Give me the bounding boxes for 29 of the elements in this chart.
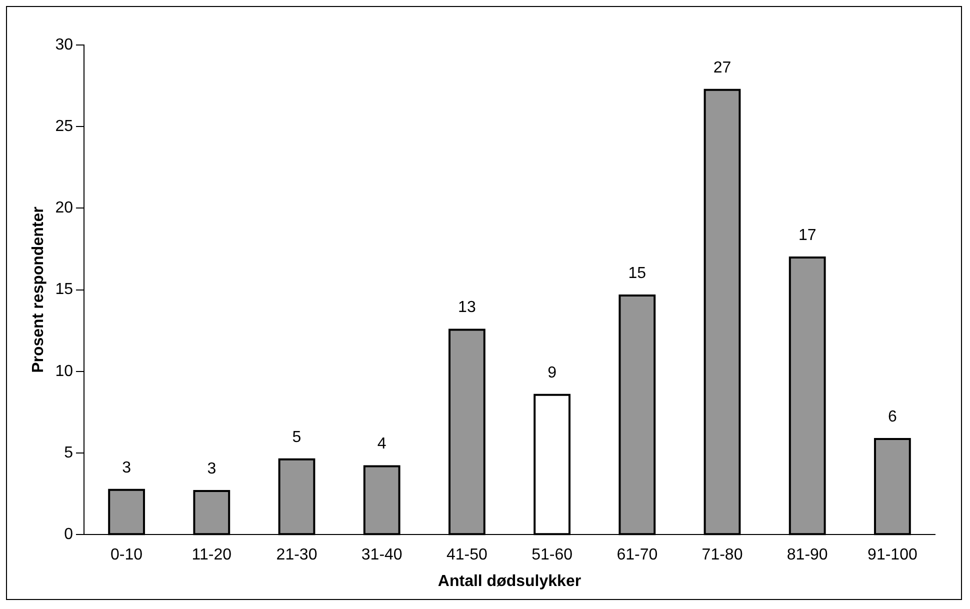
data-label: 6 xyxy=(888,408,897,426)
x-tick-label: 71-80 xyxy=(702,546,743,564)
data-label: 5 xyxy=(292,428,302,446)
y-tick-label: 10 xyxy=(55,362,74,380)
data-label: 27 xyxy=(713,59,732,76)
y-tick-label: 20 xyxy=(55,200,74,217)
data-label: 4 xyxy=(377,436,386,453)
x-tick-label: 21-30 xyxy=(276,546,318,564)
y-tick-label: 25 xyxy=(55,118,74,136)
x-axis-title: Antall dødsulykker xyxy=(438,572,582,590)
x-tick-label: 51-60 xyxy=(532,546,573,564)
x-tick-label: 41-50 xyxy=(446,546,488,564)
y-axis-title: Prosent respondenter xyxy=(30,206,48,373)
y-tick-label: 0 xyxy=(64,526,74,544)
x-tick-label: 81-90 xyxy=(786,546,828,564)
x-tick-label: 61-70 xyxy=(616,546,658,564)
y-tick-label: 30 xyxy=(55,36,74,54)
data-label: 15 xyxy=(628,264,646,282)
x-tick-label: 31-40 xyxy=(361,546,402,564)
x-tick-label: 0-10 xyxy=(110,546,143,564)
y-tick-label: 15 xyxy=(55,281,74,298)
data-label: 17 xyxy=(798,226,816,244)
data-label: 3 xyxy=(122,459,132,476)
data-label: 13 xyxy=(458,299,476,316)
x-tick-label: 11-20 xyxy=(192,546,232,564)
data-label: 3 xyxy=(207,460,216,478)
x-tick-label: 91-100 xyxy=(868,546,918,564)
data-label: 9 xyxy=(548,364,557,382)
y-tick-label: 5 xyxy=(64,444,74,462)
